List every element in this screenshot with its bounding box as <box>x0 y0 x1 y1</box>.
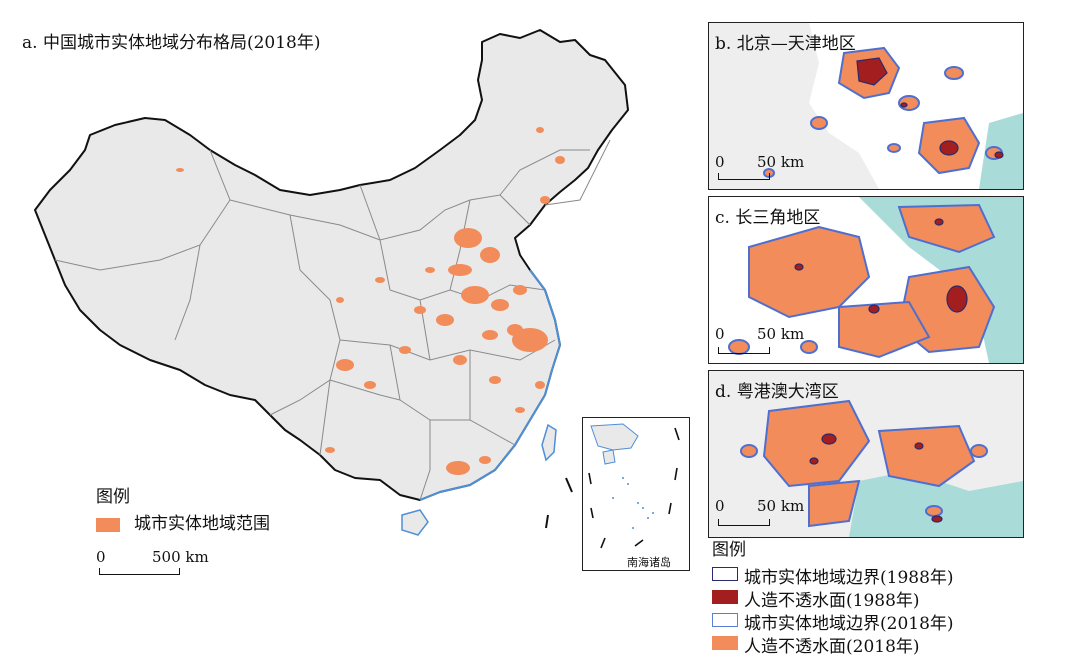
legend-label-impervious-1988: 人造不透水面(1988年) <box>744 591 920 611</box>
panel-b-scale-zero: 0 <box>715 153 725 171</box>
map-a-scale-bar <box>99 568 180 575</box>
urban-patches <box>176 127 565 475</box>
map-a-title: a. 中国城市实体地域分布格局(2018年) <box>22 33 321 53</box>
panel-c: c. 长三角地区 0 50 km <box>708 196 1024 364</box>
panel-d-scale-zero: 0 <box>715 497 725 515</box>
inset-map <box>588 423 680 549</box>
legend-swatch-impervious-2018 <box>712 636 738 650</box>
right-legend-title: 图例 <box>712 540 746 560</box>
panel-b: b. 北京—天津地区 0 50 km <box>708 22 1024 190</box>
legend-swatch-boundary-1988 <box>712 567 738 581</box>
panel-b-title: b. 北京—天津地区 <box>715 34 856 54</box>
urban-extent-swatch <box>96 518 120 532</box>
panel-c-scale-label: 50 km <box>757 325 805 343</box>
panel-c-title: c. 长三角地区 <box>715 208 821 228</box>
panel-d-map <box>709 371 1023 537</box>
legend-label-impervious-2018: 人造不透水面(2018年) <box>744 637 920 657</box>
coastline <box>419 269 562 501</box>
panel-d-title: d. 粤港澳大湾区 <box>715 382 839 402</box>
panel-b-scale-bar <box>718 173 770 180</box>
map-a-legend-title: 图例 <box>96 487 130 507</box>
legend-swatch-impervious-1988 <box>712 590 738 604</box>
panel-c-scale-zero: 0 <box>715 325 725 343</box>
taiwan-island <box>541 423 557 462</box>
panel-d: d. 粤港澳大湾区 0 50 km <box>708 370 1024 538</box>
china-map <box>34 29 629 536</box>
map-a-legend-item: 城市实体地域范围 <box>134 514 270 534</box>
panel-d-scale-bar <box>718 519 770 526</box>
map-a-scale-zero: 0 <box>96 548 106 566</box>
panel-c-map <box>709 197 1023 363</box>
legend-label-boundary-1988: 城市实体地域边界(1988年) <box>744 568 954 588</box>
china-outline <box>34 29 629 501</box>
sea-boundary-marks <box>545 477 573 529</box>
hainan-island <box>401 509 429 536</box>
panel-c-scale-bar <box>718 347 770 354</box>
panel-d-scale-label: 50 km <box>757 497 805 515</box>
inset-label: 南海诸岛 <box>627 556 671 569</box>
panel-b-scale-label: 50 km <box>757 153 805 171</box>
panel-b-map <box>709 23 1023 189</box>
legend-swatch-boundary-2018 <box>712 613 738 627</box>
legend-label-boundary-2018: 城市实体地域边界(2018年) <box>744 614 954 634</box>
province-boundaries <box>54 139 611 501</box>
map-a-scale-label: 500 km <box>152 548 209 566</box>
south-china-sea-inset: 南海诸岛 <box>582 417 690 571</box>
